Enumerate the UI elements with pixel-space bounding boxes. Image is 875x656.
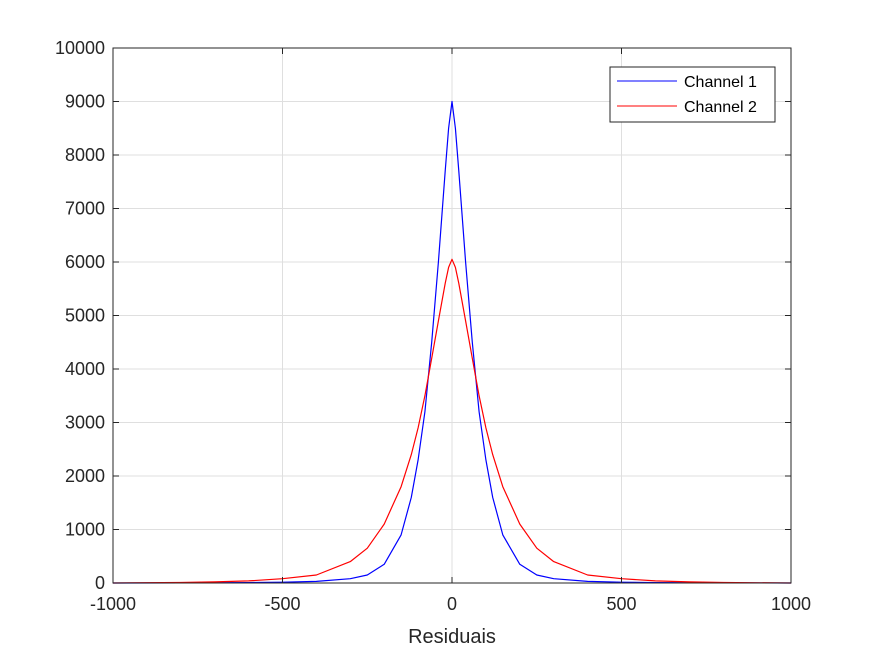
legend: Channel 1 Channel 2: [609, 66, 776, 123]
legend-label-channel-2: Channel 2: [684, 99, 757, 116]
x-tick-label: -1000: [90, 594, 136, 614]
tick-labels: -1000 -500 0 500 100001000200030004000500060…: [55, 38, 811, 614]
x-tick-label: 1000: [771, 594, 811, 614]
series-line-channel-2: [112, 258, 792, 584]
legend-label-channel-1: Channel 1: [684, 74, 757, 91]
y-tick-label: 4000: [65, 359, 105, 379]
x-tick-label: 0: [447, 594, 457, 614]
y-tick-label: 5000: [65, 306, 105, 326]
series-layer: [112, 100, 792, 584]
y-tick-label: 10000: [55, 38, 105, 58]
y-tick-label: 0: [95, 573, 105, 593]
y-tick-label: 8000: [65, 145, 105, 165]
grid: [113, 48, 791, 583]
y-tick-label: 6000: [65, 252, 105, 272]
x-tick-label: -500: [264, 594, 300, 614]
y-tick-label: 9000: [65, 92, 105, 112]
y-tick-label: 3000: [65, 413, 105, 433]
x-axis-label: Residuais: [408, 626, 496, 648]
ticks: [112, 47, 792, 584]
x-tick-label: 500: [606, 594, 636, 614]
y-tick-label: 7000: [65, 199, 105, 219]
y-tick-label: 2000: [65, 466, 105, 486]
series-line-channel-1: [112, 100, 792, 584]
y-tick-label: 1000: [65, 520, 105, 540]
legend-box: [609, 66, 776, 123]
